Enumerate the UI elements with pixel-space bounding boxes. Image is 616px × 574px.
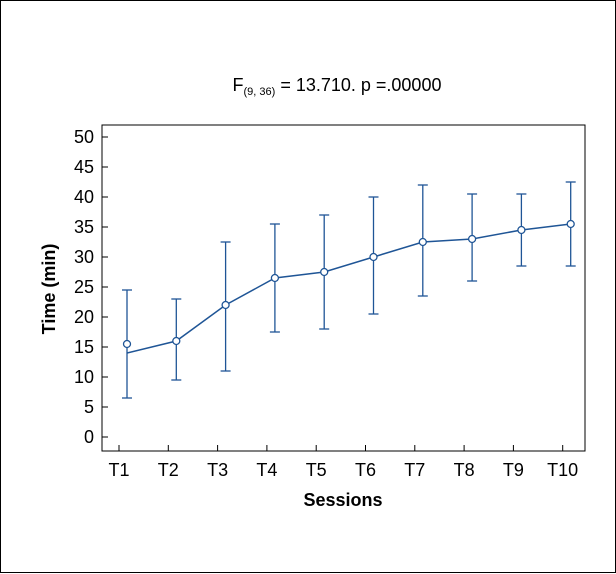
x-tick-label: T5 xyxy=(306,460,327,480)
y-tick-label: 30 xyxy=(74,247,94,267)
y-tick-label: 5 xyxy=(84,397,94,417)
data-point xyxy=(221,300,230,310)
y-tick-label: 25 xyxy=(74,277,94,297)
x-axis-title: Sessions xyxy=(303,490,382,510)
stat-subscript: (9, 36) xyxy=(244,86,276,98)
y-axis: 0 5 10 15 20 25 30 35 40 45 50 xyxy=(74,127,108,447)
data-point xyxy=(320,267,329,277)
data-point xyxy=(517,225,526,235)
y-tick-label: 15 xyxy=(74,337,94,357)
x-tick-label: T6 xyxy=(355,460,376,480)
data-point xyxy=(369,252,378,262)
error-bars xyxy=(122,181,576,399)
series-line-group xyxy=(126,223,571,354)
data-point xyxy=(467,234,477,244)
x-tick-label: T10 xyxy=(547,460,578,480)
x-axis: T1 T2 T3 T4 T5 T6 T7 T8 T9 T10 xyxy=(108,445,578,480)
chart-title: F(9, 36) = 13.710. p =.00000 xyxy=(233,75,442,98)
x-tick-label: T4 xyxy=(256,460,277,480)
data-point xyxy=(270,273,280,283)
data-markers xyxy=(122,219,575,349)
data-point xyxy=(122,339,132,349)
x-tick-label: T7 xyxy=(404,460,425,480)
y-tick-label: 10 xyxy=(74,367,94,387)
data-point xyxy=(172,336,181,346)
data-point xyxy=(418,237,427,247)
plot-area xyxy=(101,124,586,452)
y-tick-label: 0 xyxy=(84,427,94,447)
y-tick-label: 45 xyxy=(74,157,94,177)
x-tick-label: T2 xyxy=(158,460,179,480)
y-tick-label: 50 xyxy=(74,127,94,147)
x-tick-label: T8 xyxy=(454,460,475,480)
y-tick-label: 40 xyxy=(74,187,94,207)
y-tick-label: 35 xyxy=(74,217,94,237)
stat-prefix: F xyxy=(233,75,244,95)
x-tick-label: T9 xyxy=(503,460,524,480)
x-tick-label: T3 xyxy=(207,460,228,480)
stat-rest: = 13.710. p =.00000 xyxy=(275,75,441,95)
data-point xyxy=(566,219,575,229)
x-tick-label: T1 xyxy=(108,460,129,480)
y-axis-title: Time (min) xyxy=(39,244,59,335)
series-line xyxy=(126,223,571,354)
y-tick-label: 20 xyxy=(74,307,94,327)
